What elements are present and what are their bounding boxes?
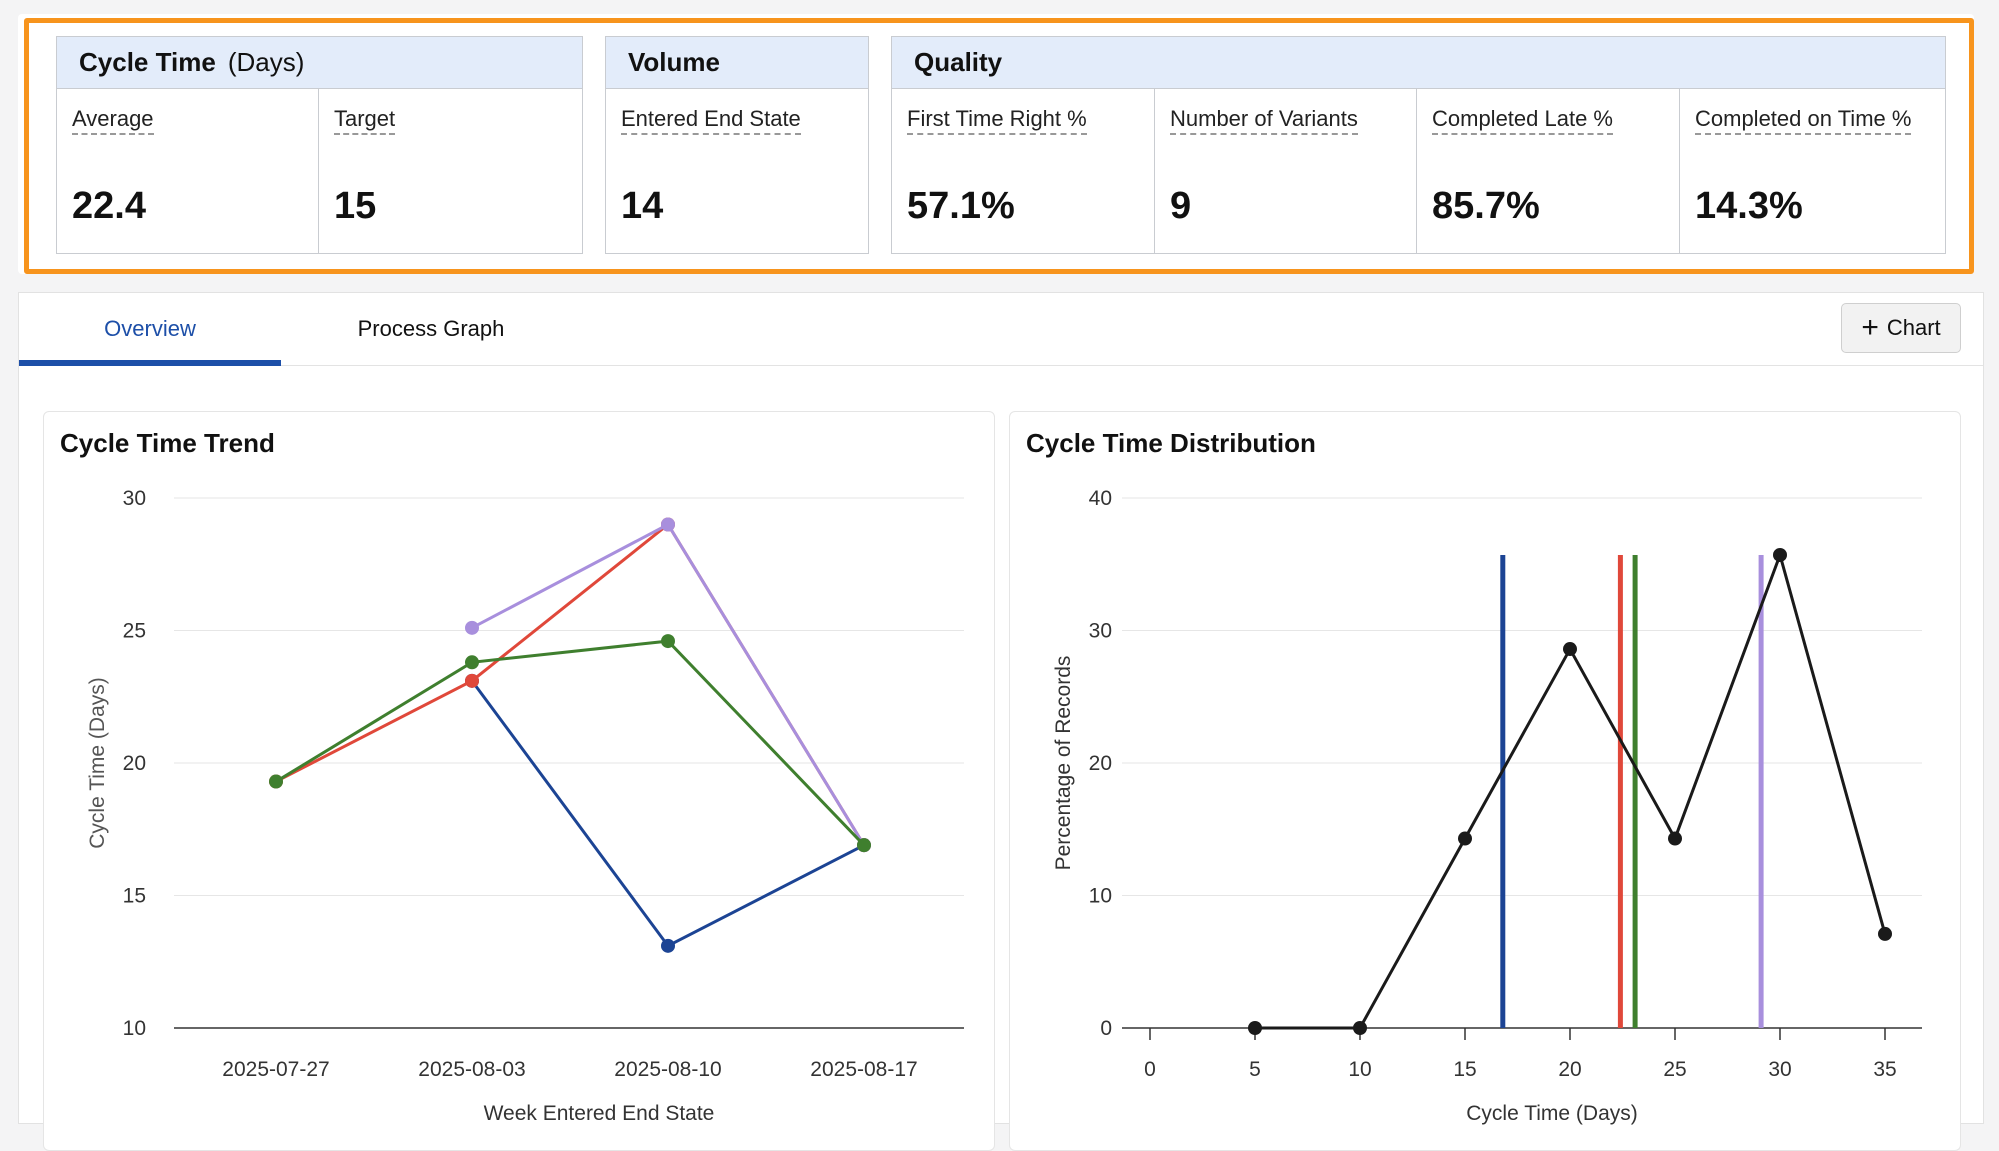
kpi-value: 22.4 — [72, 185, 146, 227]
y-tick-label: 30 — [1089, 620, 1112, 643]
add-chart-label: Chart — [1886, 315, 1941, 340]
y-tick-label: 20 — [123, 752, 146, 775]
series-line — [471, 522, 866, 846]
tab-process-graph[interactable]: Process Graph — [281, 293, 581, 365]
kpi-group-title: Volume — [628, 47, 720, 77]
chart-title: Cycle Time Distribution — [1026, 428, 1316, 458]
data-point — [1878, 926, 1892, 941]
dashboard-panel: Overview Process Graph + Chart Cycle Tim… — [18, 292, 1984, 1151]
y-tick-label: 10 — [1089, 885, 1112, 908]
kpi-value: 14.3% — [1695, 185, 1803, 227]
x-tick-label: 10 — [1348, 1058, 1371, 1081]
kpi-group-unit: (Days) — [227, 47, 305, 77]
data-point — [857, 838, 871, 853]
x-axis-label: Week Entered End State — [484, 1102, 715, 1125]
kpi-label[interactable]: Completed Late % — [1432, 105, 1613, 135]
y-tick-label: 25 — [123, 620, 146, 643]
x-tick-label: 2025-07-27 — [222, 1058, 329, 1081]
chart-title: Cycle Time Trend — [60, 428, 275, 458]
chart-card-cycle-time-distribution: Cycle Time Distribution 0 10 20 30 40 0 5 10 15 2… — [1009, 411, 1961, 1151]
data-point — [1773, 547, 1787, 562]
kpi-tile-completed-on-time[interactable]: Completed on Time % 14.3% — [1680, 89, 1945, 253]
kpi-value: 15 — [334, 185, 377, 227]
kpi-value: 85.7% — [1432, 185, 1540, 227]
data-point — [1458, 831, 1472, 846]
x-axis-label: Cycle Time (Days) — [1466, 1102, 1638, 1125]
add-chart-button[interactable]: + Chart — [1841, 303, 1961, 353]
y-tick-label: 40 — [1089, 487, 1112, 510]
x-tick-label: 2025-08-03 — [418, 1058, 525, 1081]
kpi-tile-number-of-variants[interactable]: Number of Variants 9 — [1155, 89, 1417, 253]
x-tick-label: 2025-08-10 — [614, 1058, 721, 1081]
kpi-label[interactable]: Average — [72, 105, 154, 135]
kpi-label[interactable]: Completed on Time % — [1695, 105, 1912, 135]
data-point — [1563, 642, 1577, 657]
kpi-group-header: Cycle Time (Days) — [57, 37, 582, 89]
y-tick-label: 0 — [1100, 1017, 1112, 1040]
kpi-tile-average[interactable]: Average 22.4 — [57, 89, 319, 253]
kpi-tile-completed-late[interactable]: Completed Late % 85.7% — [1417, 89, 1680, 253]
kpi-tile-entered-end-state[interactable]: Entered End State 14 — [606, 89, 868, 253]
kpi-group-header: Quality — [892, 37, 1945, 89]
y-tick-label: 15 — [123, 885, 146, 908]
x-tick-label: 30 — [1768, 1058, 1791, 1081]
active-tab-indicator — [19, 360, 281, 366]
data-point — [1353, 1021, 1367, 1035]
data-point — [465, 655, 479, 670]
kpi-group-volume: Volume Entered End State 14 — [605, 36, 869, 254]
data-point — [1248, 1021, 1262, 1035]
series-line — [275, 639, 866, 847]
data-point — [661, 938, 675, 953]
kpi-label[interactable]: Entered End State — [621, 105, 801, 135]
kpi-label[interactable]: First Time Right % — [907, 105, 1087, 135]
kpi-value: 57.1% — [907, 185, 1015, 227]
x-tick-label: 35 — [1873, 1058, 1896, 1081]
cycle-time-distribution-chart: 0 10 20 30 40 0 5 10 15 20 25 30 35 Percentage of Rec… — [1052, 487, 1922, 1125]
data-point — [269, 774, 283, 789]
y-tick-label: 10 — [123, 1017, 146, 1040]
data-point — [661, 517, 675, 532]
cycle-time-trend-chart: 10 15 20 25 30 2025-07-27 2025-08-03 2025-08-10… — [86, 487, 964, 1125]
data-point — [465, 673, 479, 688]
x-tick-label: 5 — [1249, 1058, 1261, 1081]
chart-card-cycle-time-trend: Cycle Time Trend 10 15 20 25 30 2025-07-27 202… — [43, 411, 995, 1151]
y-tick-label: 20 — [1089, 752, 1112, 775]
y-axis-label: Percentage of Records — [1052, 656, 1075, 871]
tab-bar: Overview Process Graph + Chart — [19, 293, 1983, 366]
x-tick-label: 0 — [1144, 1058, 1156, 1081]
kpi-selection-highlight — [24, 18, 1974, 274]
data-point — [465, 620, 479, 635]
kpi-group-title: Quality — [914, 47, 1003, 77]
tab-label: Overview — [104, 316, 196, 341]
y-tick-label: 30 — [123, 487, 146, 510]
data-point — [1668, 831, 1682, 846]
kpi-group-quality: Quality First Time Right % 57.1% Number … — [891, 36, 1946, 254]
kpi-group-cycle-time: Cycle Time (Days) Average 22.4 Target 15 — [56, 36, 583, 254]
x-tick-label: 15 — [1453, 1058, 1476, 1081]
x-tick-label: 20 — [1558, 1058, 1581, 1081]
kpi-tile-target[interactable]: Target 15 — [319, 89, 582, 253]
kpi-group-title: Cycle Time — [79, 47, 216, 77]
kpi-tile-first-time-right[interactable]: First Time Right % 57.1% — [892, 89, 1155, 253]
data-point — [661, 634, 675, 649]
tab-label: Process Graph — [357, 316, 505, 341]
kpi-label[interactable]: Target — [334, 105, 396, 135]
kpi-value: 14 — [621, 185, 664, 227]
series-line — [275, 522, 866, 846]
x-tick-label: 2025-08-17 — [810, 1058, 917, 1081]
y-axis-label: Cycle Time (Days) — [86, 677, 109, 849]
x-tick-label: 25 — [1663, 1058, 1686, 1081]
series-line — [470, 679, 865, 948]
kpi-group-header: Volume — [606, 37, 868, 89]
kpi-value: 9 — [1170, 185, 1192, 227]
kpi-label[interactable]: Number of Variants — [1170, 105, 1358, 135]
plus-icon: + — [1861, 311, 1879, 344]
series-line — [1255, 550, 1887, 1030]
tab-overview[interactable]: Overview — [19, 293, 281, 366]
